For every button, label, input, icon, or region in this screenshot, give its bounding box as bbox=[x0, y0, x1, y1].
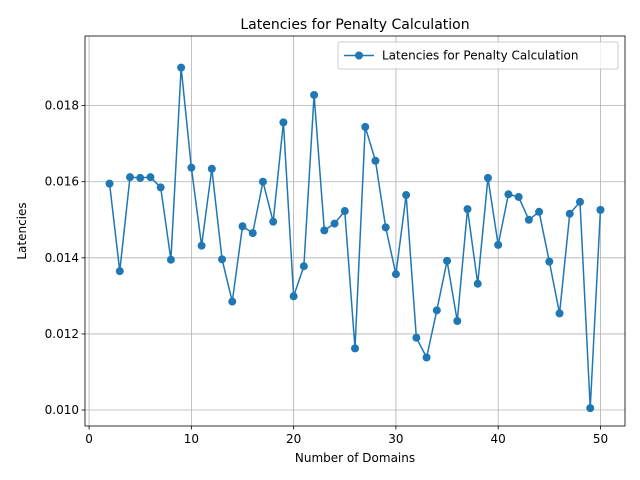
data-point bbox=[473, 279, 482, 288]
data-point bbox=[586, 404, 595, 413]
data-point bbox=[494, 240, 503, 249]
data-point bbox=[238, 222, 247, 231]
data-point bbox=[565, 209, 574, 218]
data-point bbox=[351, 344, 359, 353]
data-point bbox=[545, 257, 554, 266]
data-point bbox=[535, 207, 544, 216]
data-point bbox=[524, 215, 533, 224]
data-point bbox=[340, 207, 349, 216]
data-point bbox=[258, 177, 267, 186]
data-point bbox=[432, 306, 441, 315]
data-point bbox=[289, 292, 298, 301]
data-point bbox=[156, 183, 165, 192]
data-point bbox=[299, 262, 308, 271]
data-point bbox=[576, 197, 584, 206]
data-point bbox=[463, 205, 472, 214]
data-point bbox=[483, 173, 492, 182]
legend-label: Latencies for Penalty Calculation bbox=[382, 49, 578, 63]
plot-frame bbox=[84, 35, 626, 427]
data-point bbox=[269, 217, 278, 226]
legend-marker-swatch bbox=[355, 51, 363, 60]
y-tick-label: 0.016 bbox=[45, 175, 79, 189]
data-point bbox=[187, 163, 196, 172]
x-tick-label: 10 bbox=[184, 432, 199, 446]
data-point bbox=[514, 192, 523, 201]
data-point bbox=[146, 173, 155, 182]
grid bbox=[85, 36, 625, 426]
data-point bbox=[320, 226, 329, 235]
legend: Latencies for Penalty Calculation bbox=[337, 41, 619, 70]
x-axis-label: Number of Domains bbox=[295, 451, 415, 465]
data-point bbox=[330, 219, 339, 228]
x-tick-label: 40 bbox=[491, 432, 506, 446]
x-tick-label: 0 bbox=[85, 432, 93, 446]
data-point bbox=[555, 309, 564, 318]
data-point bbox=[412, 333, 421, 342]
data-point bbox=[166, 255, 175, 264]
data-point bbox=[279, 118, 288, 127]
data-point bbox=[115, 267, 124, 276]
x-tick-label: 50 bbox=[593, 432, 608, 446]
chart-title: Latencies for Penalty Calculation bbox=[240, 17, 469, 33]
data-point bbox=[422, 353, 431, 362]
data-point bbox=[381, 223, 390, 232]
y-tick-label: 0.012 bbox=[45, 327, 79, 341]
data-point bbox=[105, 179, 114, 188]
data-point bbox=[361, 122, 370, 131]
data-point bbox=[197, 241, 206, 250]
data-point bbox=[402, 191, 411, 200]
data-point bbox=[218, 255, 227, 264]
data-point bbox=[453, 316, 462, 325]
data-point bbox=[310, 90, 319, 99]
data-point bbox=[207, 164, 216, 173]
axis-ticks: 0 10 20 30 40 50 0.010 0.012 0.014 0.016 0.018 bbox=[45, 99, 608, 446]
data-point bbox=[371, 156, 380, 165]
data-point bbox=[126, 173, 134, 182]
y-tick-label: 0.018 bbox=[45, 99, 79, 113]
x-tick-label: 20 bbox=[286, 432, 301, 446]
data-point bbox=[596, 205, 605, 214]
data-point bbox=[228, 297, 237, 306]
y-axis-label: Latencies bbox=[15, 202, 29, 259]
data-point bbox=[443, 256, 452, 265]
x-tick-label: 30 bbox=[388, 432, 403, 446]
legend-box bbox=[337, 41, 619, 70]
data-point bbox=[391, 270, 400, 279]
data-point bbox=[177, 63, 186, 72]
y-tick-label: 0.010 bbox=[45, 403, 79, 417]
series-layer bbox=[105, 63, 605, 413]
y-tick-label: 0.014 bbox=[45, 251, 79, 265]
data-point bbox=[136, 173, 145, 182]
data-point bbox=[248, 229, 257, 238]
data-point bbox=[504, 190, 513, 199]
